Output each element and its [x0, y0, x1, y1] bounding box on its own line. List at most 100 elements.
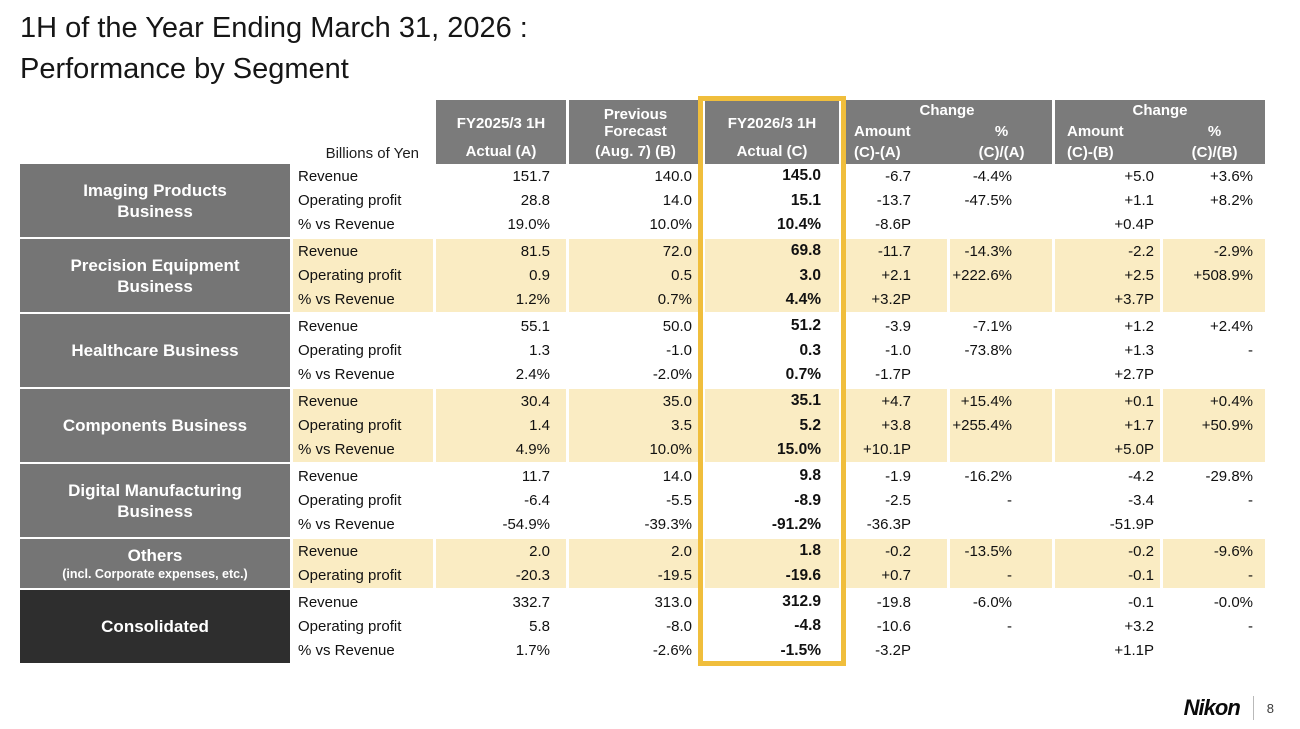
value-cell-chg_a_amt: -11.7	[842, 239, 947, 264]
value-cell-c: 5.2	[705, 413, 839, 438]
change-title: Change	[919, 102, 975, 119]
footer-divider	[1252, 696, 1254, 720]
value-cell-chg_b_amt: +5.0P	[1055, 437, 1160, 463]
change-amount-label: Amount	[1067, 123, 1124, 140]
value-cell-chg_b_pct: -9.6%	[1163, 539, 1265, 564]
col-header-line2: (Aug. 7) (B)	[595, 143, 676, 160]
value-cell-chg_b_amt: +1.1P	[1055, 638, 1160, 663]
value-cell-chg_b_pct: +0.4%	[1163, 389, 1265, 414]
value-cell-a: 0.9	[436, 263, 566, 288]
value-cell-chg_a_amt: -3.2P	[842, 638, 947, 663]
value-cell-c: 145.0	[705, 164, 839, 189]
value-cell-chg_b_pct	[1163, 362, 1265, 388]
value-cell-chg_a_amt: -3.9	[842, 314, 947, 339]
value-cell-c: -8.9	[705, 488, 839, 513]
value-cell-chg_a_amt: +3.2P	[842, 287, 947, 313]
segment-label: Others (incl. Corporate expenses, etc.)	[20, 539, 290, 588]
value-cell-b: -2.0%	[569, 362, 702, 388]
value-cell-a: 1.2%	[436, 287, 566, 313]
value-cell-a: -6.4	[436, 488, 566, 513]
segment-name: Healthcare Business	[71, 341, 239, 361]
segment-label: Consolidated	[20, 589, 290, 663]
value-cell-c: 3.0	[705, 263, 839, 288]
value-cell-chg_b_pct: -	[1163, 614, 1265, 639]
change-pct-formula: (C)/(B)	[1191, 144, 1238, 161]
value-cell-chg_a_pct: +255.4%	[950, 413, 1052, 438]
value-cell-chg_b_amt: +1.1	[1055, 188, 1160, 213]
metric-label: Operating profit	[293, 188, 433, 213]
value-cell-c: 10.4%	[705, 212, 839, 238]
value-cell-chg_a_pct: -14.3%	[950, 239, 1052, 264]
value-cell-chg_b_amt: +1.2	[1055, 314, 1160, 339]
value-cell-c: 0.7%	[705, 362, 839, 388]
value-cell-b: -39.3%	[569, 512, 702, 538]
value-cell-a: 81.5	[436, 239, 566, 264]
value-cell-c: 15.1	[705, 188, 839, 213]
value-cell-chg_a_amt: -1.7P	[842, 362, 947, 388]
slide-footer: Nikon 8	[1184, 695, 1274, 721]
change-pct-label: %	[1207, 123, 1222, 140]
value-cell-chg_b_pct: -	[1163, 563, 1265, 588]
value-cell-chg_b_amt: -0.1	[1055, 563, 1160, 588]
value-cell-a: 1.7%	[436, 638, 566, 663]
segment-label: Precision Equipment Business	[20, 239, 290, 313]
segment-name: Digital Manufacturing Business	[68, 480, 242, 521]
value-cell-chg_a_pct: -	[950, 563, 1052, 588]
segment-subtitle: (incl. Corporate expenses, etc.)	[62, 567, 248, 581]
value-cell-chg_a_amt: +3.8	[842, 413, 947, 438]
segment-block: Consolidated Revenue 332.7 313.0 312.9 -19.8-…	[20, 589, 1265, 663]
value-cell-b: 2.0	[569, 539, 702, 564]
value-cell-b: 50.0	[569, 314, 702, 339]
value-cell-chg_a_pct	[950, 212, 1052, 238]
metric-label: Revenue	[293, 539, 433, 564]
metric-label: Revenue	[293, 464, 433, 489]
value-cell-chg_b_amt: -51.9P	[1055, 512, 1160, 538]
value-cell-chg_b_pct	[1163, 437, 1265, 463]
value-cell-b: -2.6%	[569, 638, 702, 663]
value-cell-chg_a_pct: -	[950, 488, 1052, 513]
value-cell-chg_b_amt: -2.2	[1055, 239, 1160, 264]
value-cell-chg_a_pct: -7.1%	[950, 314, 1052, 339]
value-cell-chg_a_amt: -6.7	[842, 164, 947, 189]
value-cell-b: 14.0	[569, 464, 702, 489]
value-cell-a: 5.8	[436, 614, 566, 639]
value-cell-c: 312.9	[705, 589, 839, 615]
value-cell-b: 35.0	[569, 389, 702, 414]
metric-label: Operating profit	[293, 563, 433, 588]
value-cell-b: -5.5	[569, 488, 702, 513]
change-amount-formula: (C)-(B)	[1067, 144, 1114, 161]
segment-block: Components Business Revenue 30.4 35.0 35.1 +4…	[20, 389, 1265, 463]
segment-label: Components Business	[20, 389, 290, 463]
value-cell-b: 3.5	[569, 413, 702, 438]
metric-label: % vs Revenue	[293, 512, 433, 538]
value-cell-c: -1.5%	[705, 638, 839, 663]
metric-label: Operating profit	[293, 614, 433, 639]
value-cell-b: -8.0	[569, 614, 702, 639]
value-cell-chg_a_pct	[950, 437, 1052, 463]
value-cell-chg_a_pct: -16.2%	[950, 464, 1052, 489]
segment-label: Healthcare Business	[20, 314, 290, 388]
metric-label: % vs Revenue	[293, 638, 433, 663]
value-cell-b: 0.7%	[569, 287, 702, 313]
value-cell-chg_b_amt: -4.2	[1055, 464, 1160, 489]
value-cell-chg_b_amt: +2.7P	[1055, 362, 1160, 388]
segment-label: Digital Manufacturing Business	[20, 464, 290, 538]
value-cell-chg_b_pct: -	[1163, 488, 1265, 513]
metric-label: Revenue	[293, 314, 433, 339]
page-number: 8	[1266, 700, 1274, 716]
value-cell-b: 72.0	[569, 239, 702, 264]
page-title-line1: 1H of the Year Ending March 31, 2026 :	[20, 12, 528, 44]
value-cell-c: 0.3	[705, 338, 839, 363]
segment-block: Imaging Products Business Revenue 151.7 140…	[20, 164, 1265, 238]
value-cell-chg_a_amt: +0.7	[842, 563, 947, 588]
value-cell-chg_b_pct: +508.9%	[1163, 263, 1265, 288]
value-cell-chg_b_amt: +2.5	[1055, 263, 1160, 288]
value-cell-c: 35.1	[705, 389, 839, 414]
value-cell-c: 4.4%	[705, 287, 839, 313]
value-cell-chg_b_pct: -29.8%	[1163, 464, 1265, 489]
segment-block: Precision Equipment Business Revenue 81.5 7…	[20, 239, 1265, 313]
value-cell-chg_a_pct: +222.6%	[950, 263, 1052, 288]
value-cell-chg_a_pct: -6.0%	[950, 589, 1052, 615]
value-cell-chg_a_amt: -2.5	[842, 488, 947, 513]
value-cell-a: 11.7	[436, 464, 566, 489]
